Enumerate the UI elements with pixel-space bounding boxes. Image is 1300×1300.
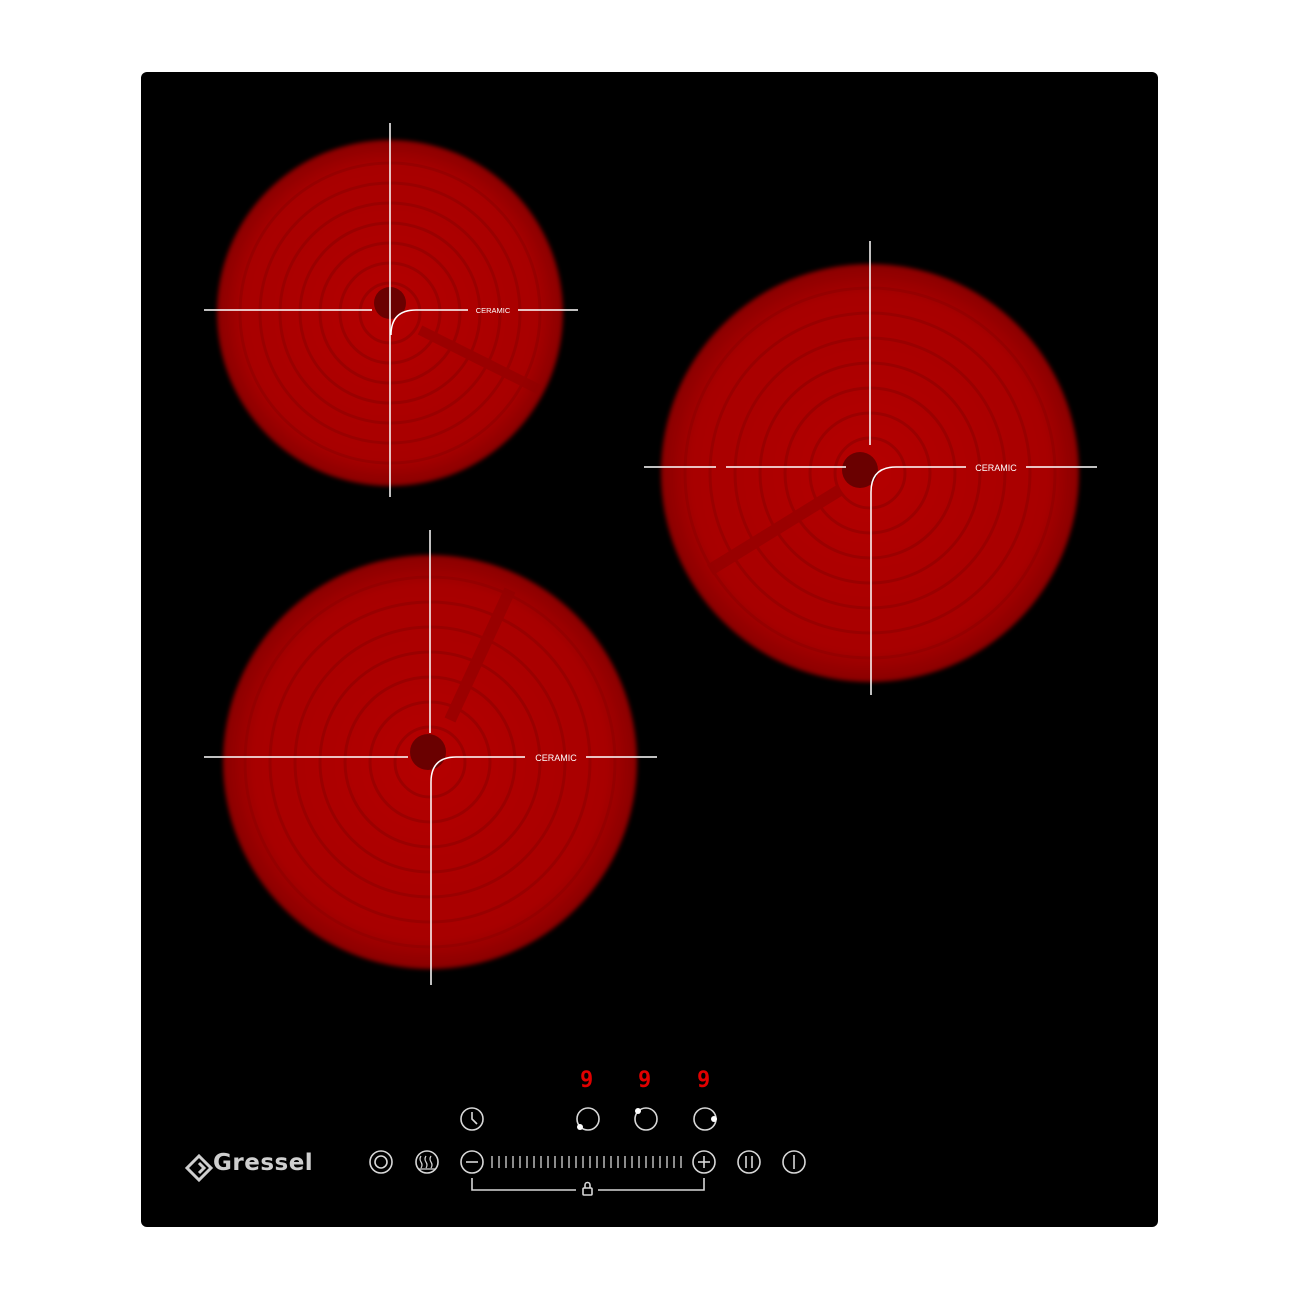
power-icon[interactable] xyxy=(369,1150,393,1174)
zone-label: CERAMIC xyxy=(975,463,1017,473)
zone-front-left-icon[interactable] xyxy=(576,1107,600,1131)
on-off-icon[interactable] xyxy=(782,1150,806,1174)
keep-warm-icon[interactable] xyxy=(415,1150,439,1174)
pause-icon[interactable] xyxy=(737,1150,761,1174)
plus-icon[interactable] xyxy=(692,1150,716,1174)
diamond-g-icon xyxy=(184,1153,214,1183)
zone-center-dot xyxy=(410,734,446,770)
minus-icon[interactable] xyxy=(460,1150,484,1174)
heating-zone-right: CERAMIC xyxy=(644,241,1097,695)
zone-rear-left-icon[interactable] xyxy=(634,1107,658,1131)
zone-label: CERAMIC xyxy=(535,753,577,763)
display-right: 9 xyxy=(697,1068,711,1093)
brand-name: Gressel xyxy=(213,1150,314,1176)
zone-marker-corner xyxy=(390,309,468,336)
zone-label: CERAMIC xyxy=(476,306,511,315)
power-slider[interactable] xyxy=(491,1156,682,1168)
lock-bracket xyxy=(471,1178,705,1191)
heating-zone-front-left: CERAMIC xyxy=(204,530,657,985)
zone-marker-corner xyxy=(430,756,525,985)
display-front-left: 9 xyxy=(580,1068,594,1093)
zone-right-icon[interactable] xyxy=(693,1107,717,1131)
zone-marker-corner xyxy=(870,466,966,695)
display-rear-left: 9 xyxy=(638,1068,652,1093)
brand-logo: Gressel xyxy=(213,1150,313,1176)
lock-icon[interactable] xyxy=(582,1181,593,1196)
heating-zone-rear-left: CERAMIC xyxy=(204,123,578,497)
control-panel xyxy=(369,1107,806,1196)
zone-center-dot xyxy=(842,452,878,488)
timer-icon[interactable] xyxy=(460,1107,484,1131)
